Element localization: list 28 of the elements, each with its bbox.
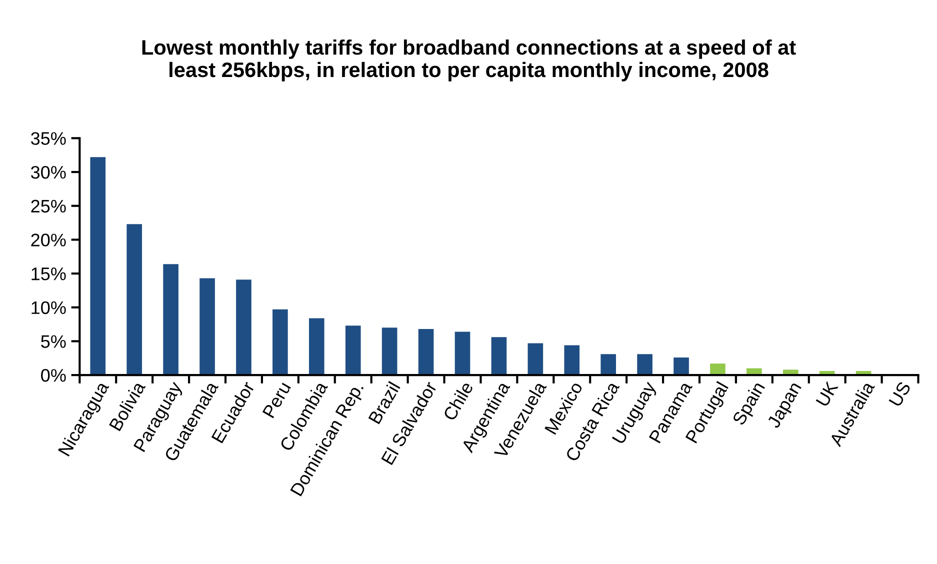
bar: [200, 278, 215, 376]
y-tick-label: 15%: [32, 268, 66, 280]
bar: [564, 345, 580, 376]
y-tick-label: 10%: [32, 301, 66, 314]
bar: [236, 280, 252, 376]
bar: [382, 328, 398, 376]
bar: [345, 326, 361, 376]
bar: [637, 354, 652, 376]
bar: [674, 357, 689, 376]
x-tick-label: US: [888, 380, 912, 408]
bar: [163, 264, 178, 376]
bar: [272, 309, 288, 376]
bar: [418, 329, 434, 376]
bar: [491, 337, 507, 376]
bar: [528, 343, 544, 376]
y-tick-label: 30%: [31, 166, 66, 179]
y-tick-label: 25%: [31, 200, 66, 213]
y-tick-label: 0%: [41, 368, 66, 382]
bar: [308, 318, 324, 376]
y-tick-label: 35%: [31, 132, 66, 145]
bar: [710, 364, 726, 376]
y-tick-label: 5%: [41, 335, 66, 348]
y-tick-label: 20%: [31, 234, 66, 246]
bar: [454, 332, 470, 376]
bar: [126, 224, 142, 376]
bar: [90, 157, 106, 376]
chart-title: Lowest monthly tariffs for broadband connections at a speed of at least 256kbps, in relation to per capita monthly income, 2008: [142, 39, 796, 82]
bar: [600, 354, 616, 376]
